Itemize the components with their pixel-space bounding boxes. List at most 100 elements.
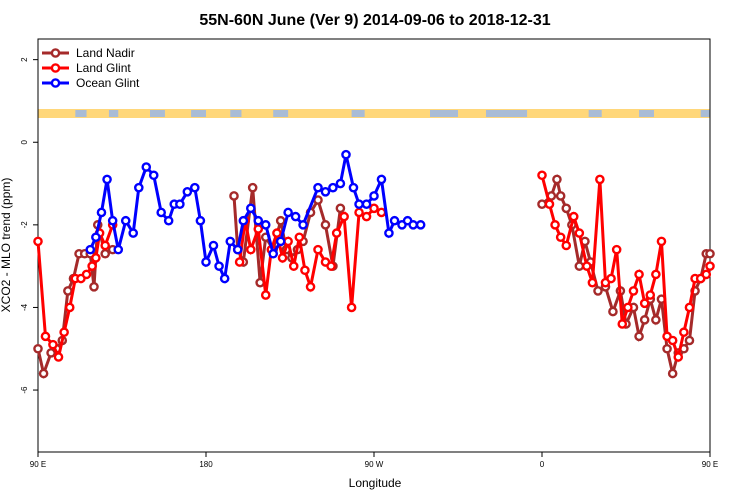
data-point xyxy=(53,352,64,362)
data-point xyxy=(305,281,316,292)
data-point xyxy=(290,211,301,222)
strip-ocean xyxy=(75,110,87,117)
series-line xyxy=(232,187,342,283)
data-point xyxy=(268,248,279,259)
data-point xyxy=(684,302,695,313)
data-point xyxy=(320,187,331,197)
strip-land xyxy=(38,109,710,118)
data-point xyxy=(606,273,616,284)
data-point xyxy=(253,224,264,234)
legend-label: Ocean Glint xyxy=(76,76,140,90)
data-point xyxy=(96,207,107,218)
data-point xyxy=(634,331,644,342)
strip-ocean xyxy=(230,110,242,117)
data-point xyxy=(294,232,305,243)
data-point xyxy=(128,228,138,238)
data-point xyxy=(100,248,110,259)
data-point xyxy=(339,211,349,222)
y-tick-label: 0 xyxy=(20,139,29,144)
data-point xyxy=(195,215,206,226)
data-point xyxy=(87,261,97,271)
data-point xyxy=(667,335,678,346)
data-point xyxy=(354,207,364,218)
strip-ocean xyxy=(700,110,710,117)
strip-ocean xyxy=(108,110,119,117)
data-point xyxy=(595,174,605,185)
data-point xyxy=(59,327,69,338)
strip-ocean xyxy=(191,110,206,117)
x-tick-label: 180 xyxy=(199,460,213,469)
data-point xyxy=(701,269,712,280)
data-point xyxy=(275,236,286,247)
data-point xyxy=(225,236,236,247)
y-tick-label: 2 xyxy=(20,57,29,62)
data-point xyxy=(148,170,159,181)
data-point xyxy=(639,298,650,309)
y-axis-label: XCO2 - MLO trend (ppm) xyxy=(0,178,13,313)
data-point xyxy=(89,281,99,292)
legend-marker xyxy=(50,63,61,73)
data-point xyxy=(33,343,43,354)
data-point xyxy=(48,339,58,350)
data-point xyxy=(561,240,572,251)
data-point xyxy=(91,253,101,263)
data-point xyxy=(91,232,101,243)
data-point xyxy=(348,182,359,193)
strip-ocean xyxy=(273,110,289,117)
data-point xyxy=(608,306,618,317)
data-point xyxy=(593,286,603,296)
data-point xyxy=(667,368,678,379)
data-point xyxy=(537,199,547,209)
data-point xyxy=(234,257,245,267)
x-tick-label: 90 W xyxy=(365,460,384,469)
data-point xyxy=(628,286,639,296)
data-point xyxy=(662,343,672,354)
data-point xyxy=(656,236,667,247)
strip-ocean xyxy=(351,110,365,117)
data-point xyxy=(247,182,258,193)
strip-ocean xyxy=(639,110,654,117)
data-point xyxy=(275,215,286,226)
data-point xyxy=(537,170,547,181)
series-ocean-glint xyxy=(85,149,426,284)
strip-ocean xyxy=(430,110,458,117)
data-point xyxy=(64,302,75,313)
data-point xyxy=(232,244,243,255)
data-point xyxy=(561,203,572,214)
data-point xyxy=(313,244,323,255)
data-point xyxy=(384,228,394,238)
data-point xyxy=(40,331,51,342)
data-point xyxy=(229,191,239,201)
strip-ocean xyxy=(150,110,165,117)
data-point xyxy=(574,261,585,271)
data-point xyxy=(141,162,152,172)
y-tick-label: -6 xyxy=(20,386,29,394)
x-axis: 90 E 180 90 W 0 90 E xyxy=(30,452,718,469)
plot-frame xyxy=(37,38,711,453)
data-point xyxy=(574,228,585,238)
data-point xyxy=(582,261,592,271)
data-point xyxy=(341,149,351,160)
data-point xyxy=(120,215,131,226)
chart-title: 55N-60N June (Ver 9) 2014-09-06 to 2018-… xyxy=(199,12,550,29)
data-point xyxy=(107,215,118,226)
data-point xyxy=(376,174,387,185)
data-point xyxy=(335,203,346,214)
legend-marker xyxy=(50,78,61,88)
data-point xyxy=(611,244,622,255)
strip-ocean xyxy=(486,110,528,117)
data-point xyxy=(272,228,282,238)
data-point xyxy=(283,207,293,218)
data-point xyxy=(288,261,299,271)
data-point xyxy=(552,174,562,185)
legend-marker xyxy=(50,48,61,58)
data-point xyxy=(298,220,308,230)
data-point xyxy=(63,286,73,296)
data-point xyxy=(260,290,271,300)
data-point xyxy=(389,215,400,226)
data-point xyxy=(81,269,92,280)
data-point xyxy=(175,199,185,209)
data-point xyxy=(408,220,419,230)
data-point xyxy=(156,207,166,218)
